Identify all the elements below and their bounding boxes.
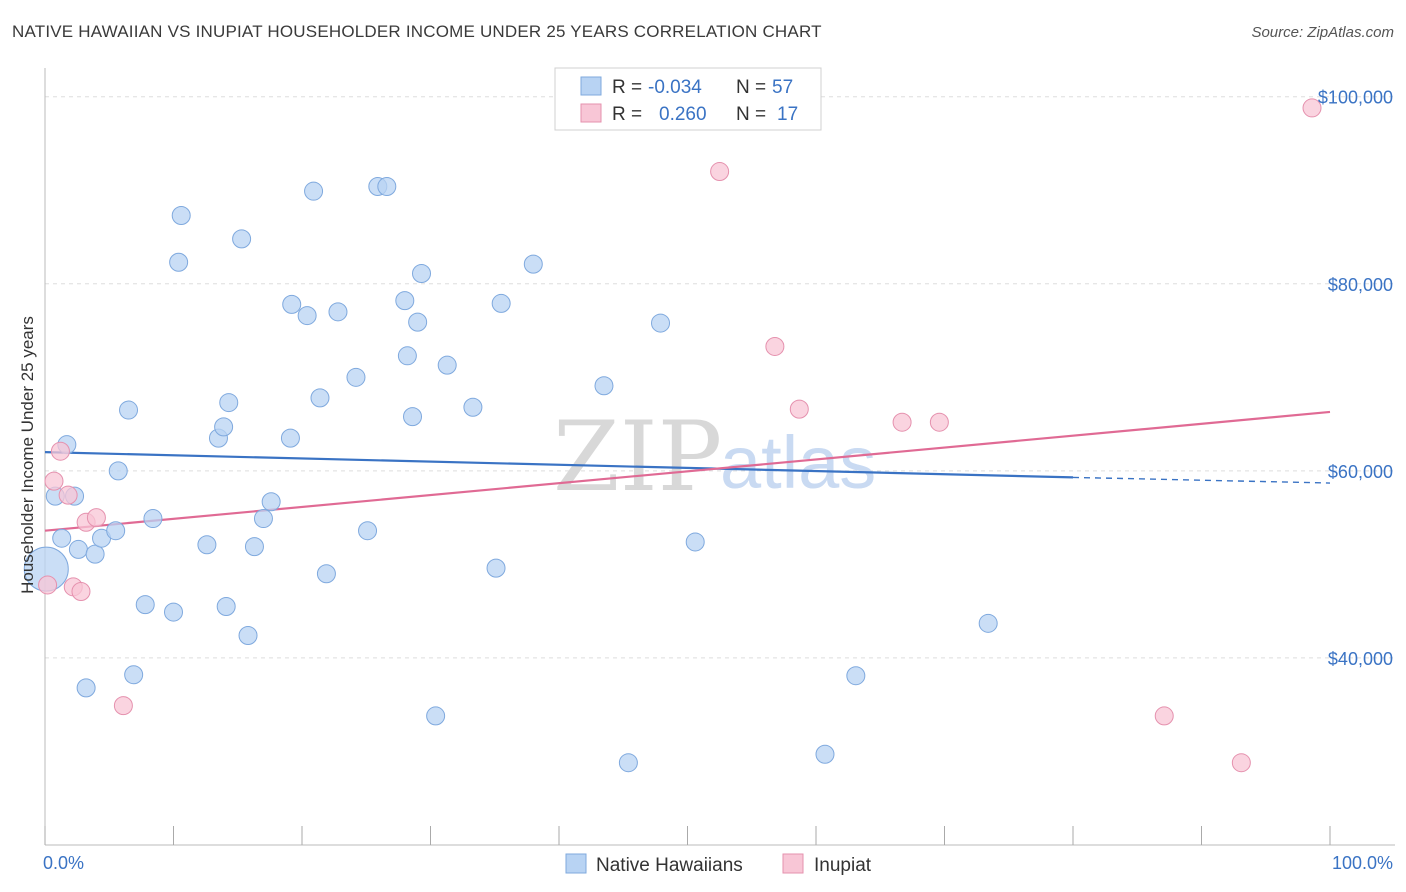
inupiat-point [50, 441, 70, 461]
native-hawaiian-point [328, 302, 348, 322]
native-hawaiian-point [76, 678, 96, 698]
legend-r-value-2: 0.260 [659, 104, 707, 125]
legend-swatch-blue [580, 76, 602, 96]
native-hawaiian-point [143, 509, 163, 529]
inupiat-point [1231, 753, 1251, 773]
native-hawaiian-point [618, 753, 638, 773]
native-hawaiian-point [408, 312, 428, 332]
inupiat-point [789, 399, 809, 419]
legend-swatch-pink [580, 103, 602, 123]
inupiat-point [892, 412, 912, 432]
native-hawaiian-point [651, 313, 671, 333]
native-hawaiian-point [253, 509, 273, 529]
inupiat-point [38, 575, 58, 595]
points-layer [23, 98, 1322, 773]
legend-r-value-1: -0.034 [648, 77, 702, 98]
tick-labels: $40,000 $60,000 $80,000 $100,000 0.0% 100.0% [43, 88, 1393, 873]
native-hawaiian-point [68, 539, 88, 559]
y-axis-title: Householder Income Under 25 years [18, 316, 37, 594]
native-hawaiian-point [171, 205, 191, 225]
native-hawaiian-point [135, 595, 155, 615]
native-hawaiian-point [815, 744, 835, 764]
legend-bottom-swatch-blue [565, 853, 587, 874]
legend-n-value-1: 57 [772, 77, 793, 98]
inupiat-point [86, 508, 106, 528]
native-hawaiian-point [486, 558, 506, 578]
y-tick-label: $60,000 [1328, 462, 1393, 482]
native-hawaiian-point [437, 355, 457, 375]
y-tick-label: $80,000 [1328, 275, 1393, 295]
inupiat-point [71, 582, 91, 602]
native-hawaiian-point [358, 521, 378, 541]
native-hawaiian-point [346, 367, 366, 387]
inupiat-point [113, 696, 133, 716]
native-hawaiian-trendline [44, 451, 1074, 479]
native-hawaiian-point [594, 376, 614, 396]
watermark-atlas: atlas [720, 421, 876, 504]
native-hawaiian-point [395, 291, 415, 311]
y-tick-label: $40,000 [1328, 649, 1393, 669]
native-hawaiian-point [232, 229, 252, 249]
y-tick-label: $100,000 [1318, 88, 1393, 108]
native-hawaiian-point [219, 393, 239, 413]
native-hawaiian-point [978, 613, 998, 633]
native-hawaiian-point [426, 706, 446, 726]
native-hawaiian-point [164, 602, 183, 622]
native-hawaiian-point [463, 397, 483, 417]
legend-r-label-1: R = [612, 77, 642, 98]
series-legend: Native Hawaiians Inupiat [565, 853, 872, 876]
inupiat-point [1302, 98, 1322, 118]
native-hawaiian-point [491, 293, 511, 313]
native-hawaiian-point [297, 306, 317, 326]
native-hawaiian-point [124, 665, 144, 685]
native-hawaiian-point [85, 544, 105, 564]
chart-source: Source: ZipAtlas.com [1251, 24, 1394, 41]
native-hawaiian-point [119, 400, 139, 420]
native-hawaiian-point [685, 532, 705, 552]
watermark: ZIP atlas [553, 401, 876, 513]
native-hawaiian-point [280, 428, 300, 448]
native-hawaiian-point [523, 254, 543, 274]
inupiat-point [710, 162, 730, 182]
native-hawaiian-point [412, 263, 432, 283]
native-hawaiian-point [216, 596, 236, 616]
native-hawaiian-point [316, 564, 336, 584]
native-hawaiian-point [169, 252, 189, 272]
watermark-zip: ZIP [553, 401, 722, 513]
native-hawaiian-point [846, 666, 866, 686]
native-hawaiian-point [304, 181, 324, 201]
native-hawaiian-point [403, 407, 423, 427]
correlation-legend: R = -0.034 N = 57 R = 0.260 N = 17 [554, 67, 822, 131]
inupiat-point [58, 485, 78, 505]
axes-layer [44, 68, 1395, 846]
chart-title: NATIVE HAWAIIAN VS INUPIAT HOUSEHOLDER I… [12, 22, 822, 41]
legend-bottom-swatch-pink [782, 853, 804, 874]
native-hawaiian-point [214, 417, 234, 437]
native-hawaiian-point [261, 492, 281, 512]
native-hawaiian-point [310, 388, 330, 408]
native-hawaiian-point [377, 177, 397, 197]
legend-bottom-label-1: Native Hawaiians [596, 855, 743, 876]
native-hawaiian-point [244, 537, 264, 557]
inupiat-point [929, 412, 949, 432]
x-tick-label: 100.0% [1332, 853, 1393, 873]
native-hawaiian-point [106, 521, 126, 541]
native-hawaiian-point [282, 294, 302, 314]
legend-n-value-2: 17 [777, 104, 798, 125]
inupiat-point [765, 336, 785, 356]
native-hawaiian-point [238, 625, 258, 645]
x-tick-label: 0.0% [43, 853, 84, 873]
native-hawaiian-trendline-extension [1072, 476, 1331, 484]
inupiat-point [1154, 706, 1174, 726]
legend-bottom-label-2: Inupiat [814, 855, 872, 876]
native-hawaiian-point [397, 346, 417, 366]
native-hawaiian-point [52, 528, 72, 548]
inupiat-point [44, 471, 64, 491]
native-hawaiian-point [197, 535, 217, 555]
legend-r-label-2: R = [612, 104, 642, 125]
legend-n-label-1: N = [736, 77, 766, 98]
native-hawaiian-point [108, 461, 128, 481]
legend-n-label-2: N = [736, 104, 766, 125]
